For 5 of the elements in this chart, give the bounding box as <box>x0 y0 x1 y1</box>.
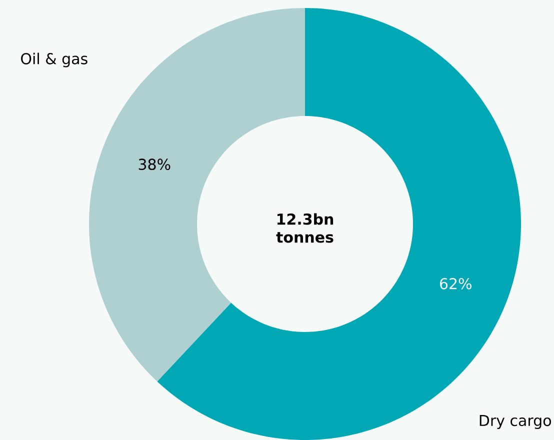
data-label: 62% <box>440 278 472 290</box>
text: 12.3bn tonnes <box>276 213 334 243</box>
slice-label: Oil & gas <box>21 52 88 68</box>
data-label: 38% <box>138 158 170 170</box>
slice-label: Dry cargo <box>480 414 552 430</box>
